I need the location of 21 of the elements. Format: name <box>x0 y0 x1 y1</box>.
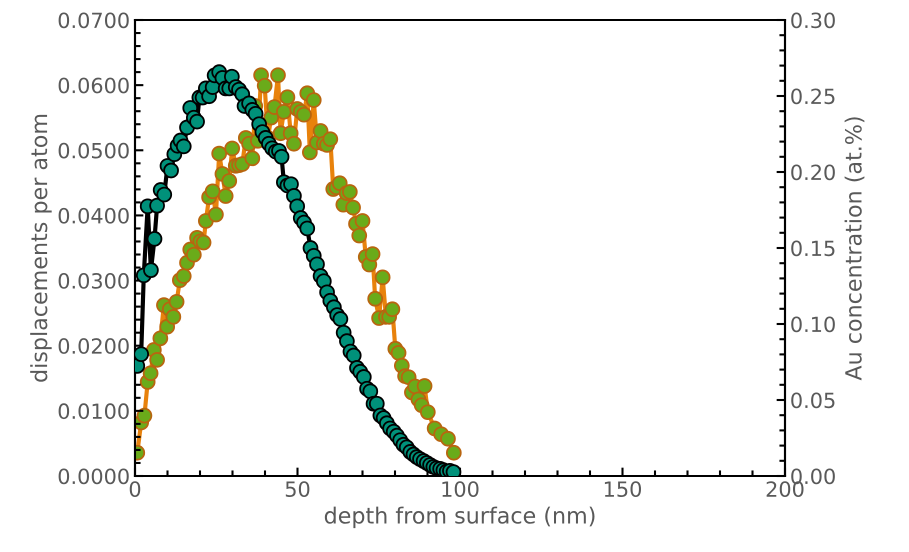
y-axis-title: displacements per atom <box>30 114 52 382</box>
y-tick-label: 0.0100 <box>58 403 129 420</box>
y-tick-label: 0.0500 <box>58 142 129 158</box>
y-tick-label: 0.0300 <box>58 273 129 289</box>
y2-tick-label: 0.25 <box>791 88 834 104</box>
x-axis-title: depth from surface (nm) <box>324 506 594 528</box>
y-tick-label: 0.0200 <box>58 338 129 354</box>
y-tick-label: 0.0000 <box>58 468 129 484</box>
y2-tick-label: 0.20 <box>791 164 835 180</box>
y2-tick-label: 0.05 <box>791 392 834 408</box>
y2-tick-label: 0.30 <box>791 12 835 28</box>
y-tick-label: 0.0400 <box>58 208 129 224</box>
x-tick-label: 150 <box>604 481 641 497</box>
y-tick-label: 0.0600 <box>58 78 129 94</box>
y2-axis-title: Au concentration (at.%) <box>844 117 864 380</box>
x-tick-label: 100 <box>442 481 478 497</box>
x-tick-label: 0 <box>130 481 140 497</box>
y2-tick-label: 0.15 <box>791 240 834 256</box>
x-tick-label: 50 <box>286 481 310 497</box>
y-tick-label: 0.0700 <box>58 12 129 28</box>
y2-tick-label: 0.10 <box>791 316 835 332</box>
